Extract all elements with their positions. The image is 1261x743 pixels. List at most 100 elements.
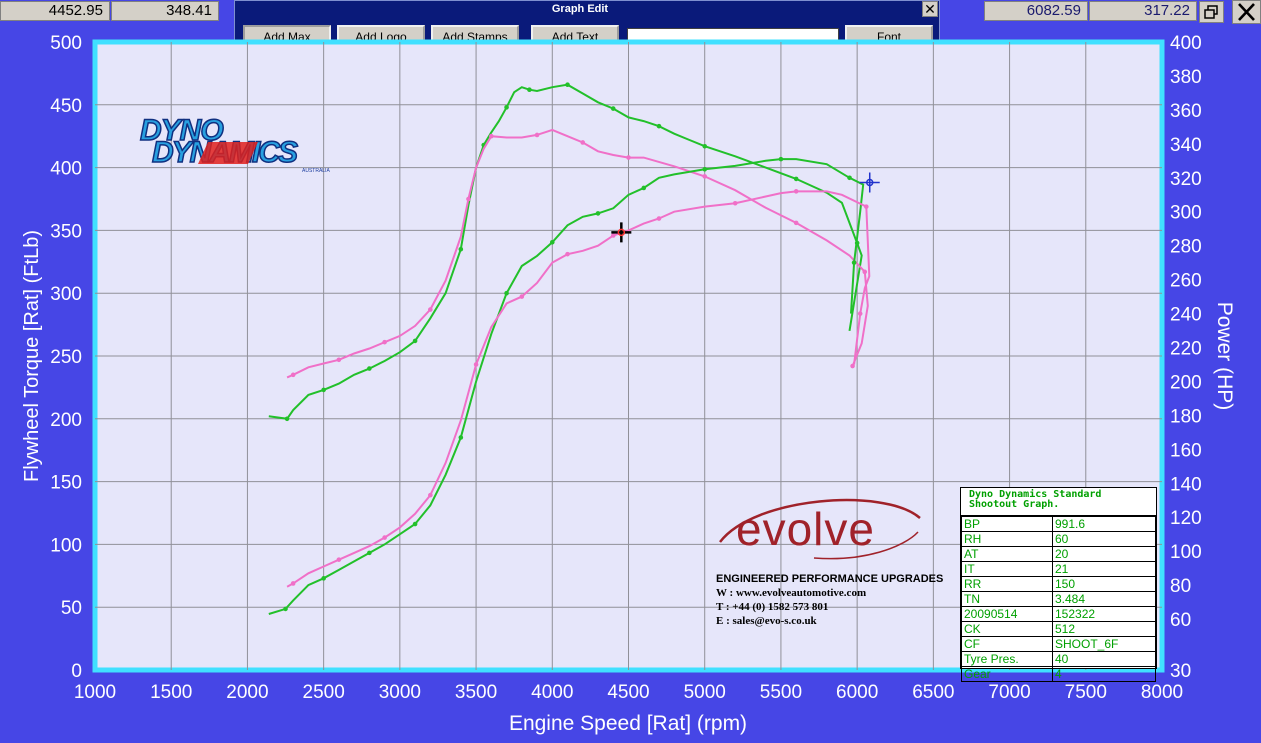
series-point <box>656 123 662 129</box>
y-tick-label: 200 <box>50 410 82 431</box>
info-key: 20090514 <box>961 606 1053 622</box>
evolve-logo: evolve ENGINEERED PERFORMANCE UPGRADES W… <box>714 492 954 632</box>
x-axis-ticks: 1000 1500 2000 2500 3000 3500 4000 4500 5000 5500… <box>74 682 1183 703</box>
marker-layer <box>611 172 880 243</box>
x-tick-label: 8000 <box>1141 682 1183 703</box>
series-point <box>458 435 464 440</box>
series-point <box>428 492 433 498</box>
info-row: AT 20 <box>961 546 1156 562</box>
evolve-swoosh-icon <box>719 498 921 560</box>
series-point <box>473 362 479 367</box>
y2-tick-label: 200 <box>1170 372 1202 393</box>
info-row: CK 512 <box>961 621 1156 637</box>
restore-button[interactable] <box>1199 1 1224 23</box>
info-value: 21 <box>1052 561 1156 577</box>
y2-tick-label: 160 <box>1170 440 1202 461</box>
x-tick-label: 4500 <box>607 682 649 703</box>
y2-tick-label: 240 <box>1170 305 1202 326</box>
y2-tick-label: 300 <box>1170 203 1202 224</box>
series-point <box>626 155 631 160</box>
info-value: 4 <box>1052 666 1156 682</box>
info-key: RH <box>961 531 1053 547</box>
series-point <box>428 307 433 312</box>
x-axis-label: Engine Speed [Rat] (rpm) <box>509 712 747 735</box>
y-tick-label: 450 <box>50 96 82 117</box>
info-row: RR 150 <box>961 576 1156 592</box>
series-point <box>610 233 616 238</box>
info-row: IT 21 <box>961 561 1156 577</box>
info-value: 40 <box>1052 651 1156 667</box>
y-axis-ticks: 0 50 100 150 200 250 300 350 400 450 500 <box>50 33 82 682</box>
y2-tick-label: 280 <box>1170 237 1202 258</box>
x-tick-label: 2000 <box>226 682 268 703</box>
x-tick-label: 3000 <box>379 682 421 703</box>
info-row: 20090514 152322 <box>961 606 1156 622</box>
dyno-dynamics-logo: DYNO DYNAMICS AUSTRALIA <box>139 113 330 174</box>
y-tick-label: 350 <box>50 221 82 242</box>
x-tick-label: 7500 <box>1065 682 1107 703</box>
graph-edit-title: Graph Edit <box>551 3 609 15</box>
y2-tick-label: 380 <box>1170 67 1202 88</box>
series-point <box>702 174 708 179</box>
series-point <box>732 200 738 206</box>
crosshair-icon <box>859 172 880 193</box>
series-point <box>458 246 464 252</box>
y-tick-label: 0 <box>71 661 82 682</box>
info-key: IT <box>961 561 1053 577</box>
series-point <box>336 357 342 363</box>
series-point <box>367 366 372 371</box>
y2-tick-label: 80 <box>1170 576 1191 597</box>
evolve-email: E : sales@evo-s.co.uk <box>716 615 817 627</box>
y-tick-label: 250 <box>50 347 82 368</box>
x-tick-label: 1000 <box>74 682 116 703</box>
x-tick-label: 6500 <box>912 682 954 703</box>
right-rpm-readout: 6082.59 <box>984 1 1088 21</box>
x-tick-label: 1500 <box>150 682 192 703</box>
crosshair-center <box>617 228 626 237</box>
info-row: RH 60 <box>961 531 1156 547</box>
series-point <box>519 294 525 299</box>
info-key: RR <box>961 576 1053 592</box>
left-rpm-readout: 4452.95 <box>0 1 110 21</box>
series-point <box>857 311 863 316</box>
series-point <box>793 189 799 194</box>
info-value: SHOOT_6F <box>1052 636 1156 652</box>
x-tick-label: 4000 <box>531 682 573 703</box>
info-key: CK <box>961 621 1053 637</box>
y-tick-label: 50 <box>61 598 82 619</box>
x-tick-label: 6000 <box>836 682 878 703</box>
y2-tick-label: 260 <box>1170 271 1202 292</box>
y2-tick-label: 320 <box>1170 169 1202 190</box>
series-point <box>793 176 799 182</box>
series-point <box>336 557 342 562</box>
x-tick-label: 3500 <box>455 682 497 703</box>
series-point <box>778 156 784 162</box>
close-button[interactable] <box>1232 0 1261 24</box>
series-point <box>850 363 855 369</box>
series-layer <box>268 82 871 615</box>
y2-tick-label: 120 <box>1170 508 1202 529</box>
series-point <box>549 239 555 245</box>
info-key: BP <box>961 516 1053 532</box>
series-point <box>504 105 509 110</box>
series-point <box>284 416 290 422</box>
series-point <box>382 535 387 540</box>
x-tick-label: 5000 <box>684 682 726 703</box>
series-point <box>565 251 570 257</box>
info-row: Tyre Pres. 40 <box>961 651 1156 667</box>
info-row: BP 991.6 <box>961 516 1156 532</box>
crosshair-center <box>865 178 874 187</box>
close-icon <box>1238 3 1255 21</box>
info-row: TN 3.484 <box>961 591 1156 607</box>
series-point <box>290 372 296 378</box>
y2-tick-label: 180 <box>1170 406 1202 427</box>
evolve-tagline: ENGINEERED PERFORMANCE UPGRADES <box>716 573 944 585</box>
y2-tick-label: 60 <box>1170 610 1191 631</box>
evolve-tel: T : +44 (0) 1582 573 801 <box>716 601 829 613</box>
info-row: CF SHOOT_6F <box>961 636 1156 652</box>
graph-edit-close-button[interactable]: ✕ <box>922 1 938 17</box>
series-point <box>847 175 852 181</box>
y2-tick-label: 400 <box>1170 33 1202 54</box>
series-point <box>534 132 540 138</box>
y2-axis-ticks: 30 60 80 100 120 140 160 180 200 220 240 260 280 300 3… <box>1170 33 1202 682</box>
